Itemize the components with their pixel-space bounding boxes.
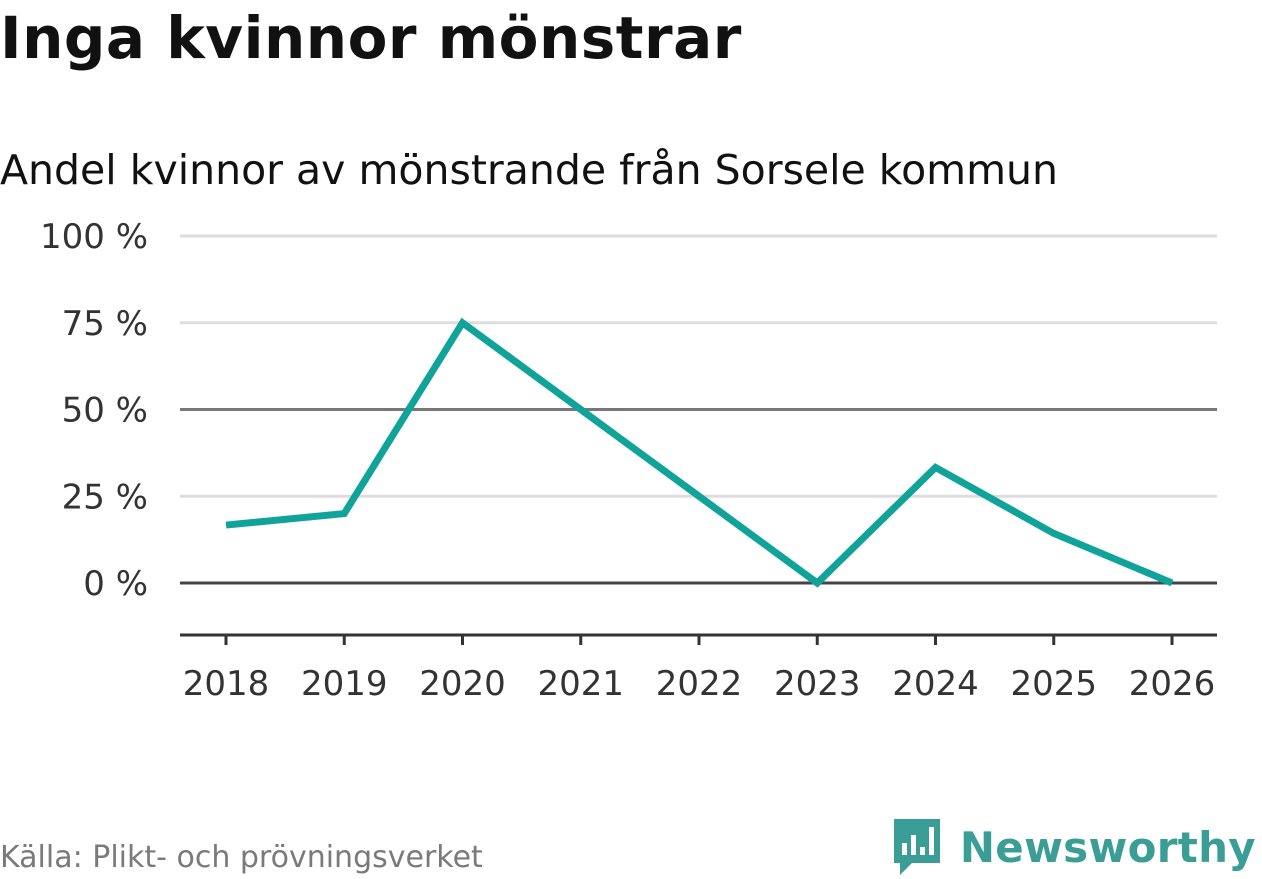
y-axis-ticks: 0 % 25 % 50 % 75 % 100 % xyxy=(40,217,148,604)
x-tick-label: 2022 xyxy=(656,664,743,704)
y-tick-label: 0 % xyxy=(83,564,148,604)
brand-name: Newsworthy xyxy=(959,822,1256,872)
x-tick-label: 2023 xyxy=(774,664,861,704)
y-tick-label: 25 % xyxy=(62,477,148,517)
x-tick-label: 2020 xyxy=(419,664,506,704)
chart-subtitle: Andel kvinnor av mönstrande från Sorsele… xyxy=(0,146,1059,194)
series-layer xyxy=(225,317,1174,588)
x-tick-label: 2018 xyxy=(183,664,270,704)
newsworthy-icon xyxy=(893,819,940,875)
y-tick-label: 100 % xyxy=(40,217,148,257)
x-tick-label: 2025 xyxy=(1010,664,1097,704)
y-tick-label: 75 % xyxy=(62,304,148,344)
gridlines xyxy=(180,234,1217,585)
x-tick-label: 2026 xyxy=(1129,664,1216,704)
x-tick-label: 2019 xyxy=(301,664,388,704)
series-line xyxy=(225,317,1174,588)
y-tick-label: 50 % xyxy=(62,391,148,431)
brand-logo: Newsworthy xyxy=(892,817,1256,877)
x-tick-label: 2021 xyxy=(537,664,624,704)
chart-title: Inga kvinnor mönstrar xyxy=(0,4,742,72)
x-tick-label: 2024 xyxy=(892,664,979,704)
x-axis: 2018 2019 2020 2021 2022 2023 2024 2025 2026 xyxy=(180,633,1217,704)
source-note: Källa: Plikt- och prövningsverket xyxy=(0,840,483,875)
